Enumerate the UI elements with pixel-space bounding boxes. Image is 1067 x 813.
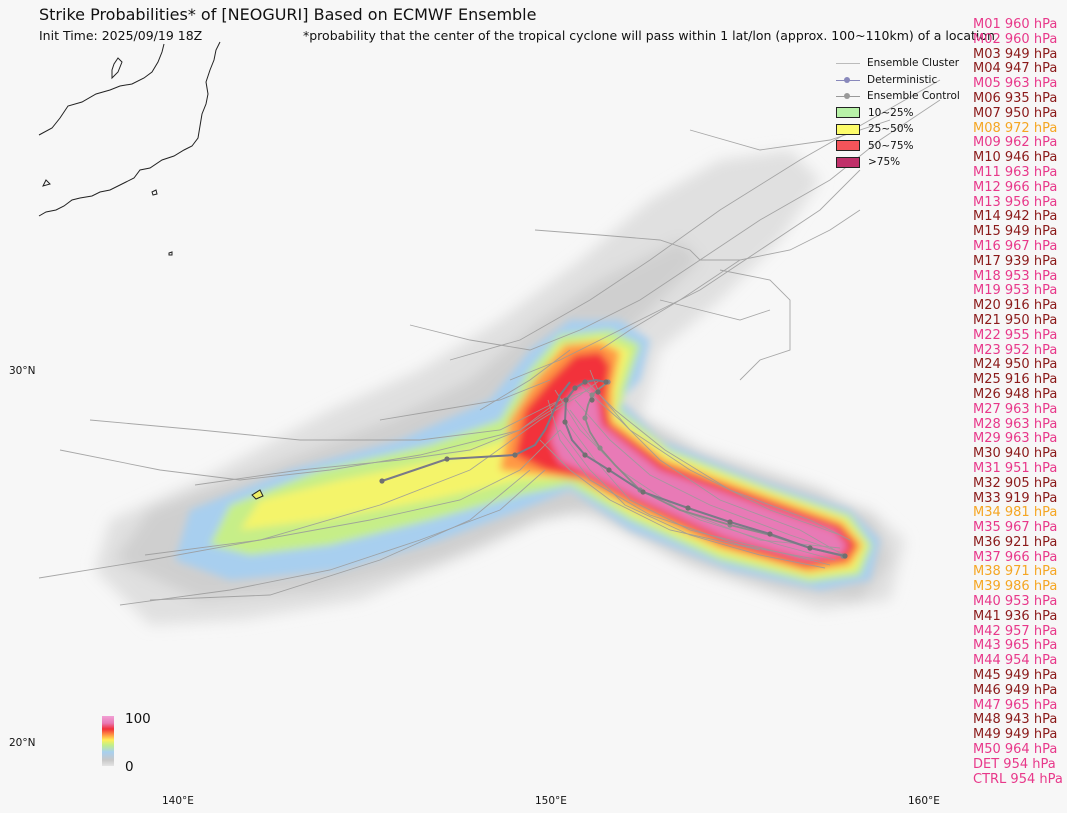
member-pressure-item: M38 971 hPa <box>973 564 1058 580</box>
legend-item: Deterministic <box>836 72 966 89</box>
member-pressure-item: M40 953 hPa <box>973 594 1058 610</box>
member-pressure-item: M19 953 hPa <box>973 283 1058 299</box>
member-pressure-item: M20 916 hPa <box>973 298 1058 314</box>
member-pressure-item: M13 956 hPa <box>973 194 1058 210</box>
member-pressure-item: M07 950 hPa <box>973 105 1058 121</box>
legend-item: 50~75% <box>836 138 966 155</box>
legend-symbol <box>836 90 860 102</box>
member-pressure-item: M41 936 hPa <box>973 608 1058 624</box>
legend-symbol <box>836 140 860 152</box>
member-pressure-item: M16 967 hPa <box>973 238 1058 254</box>
member-pressure-item: M48 943 hPa <box>973 712 1058 728</box>
member-pressure-item: M29 963 hPa <box>973 431 1058 447</box>
member-pressure-item: M14 942 hPa <box>973 209 1058 225</box>
member-pressure-item: M23 952 hPa <box>973 342 1058 358</box>
member-pressure-item: M39 986 hPa <box>973 579 1058 595</box>
member-pressure-item: M02 960 hPa <box>973 31 1058 47</box>
member-pressure-item: M32 905 hPa <box>973 475 1058 491</box>
legend-label: Deterministic <box>867 73 938 86</box>
member-pressure-item: M08 972 hPa <box>973 120 1058 136</box>
member-pressure-item: M33 919 hPa <box>973 490 1058 506</box>
member-pressure-item: M43 965 hPa <box>973 638 1058 654</box>
member-pressure-item: M06 935 hPa <box>973 90 1058 106</box>
member-pressure-item: M35 967 hPa <box>973 520 1058 536</box>
probability-colorbar <box>102 716 114 766</box>
member-pressure-item: M34 981 hPa <box>973 505 1058 521</box>
member-pressure-item: M30 940 hPa <box>973 446 1058 462</box>
lat-label-30n: 30°N <box>9 365 36 377</box>
member-pressure-item: M01 960 hPa <box>973 17 1058 32</box>
init-time: Init Time: 2025/09/19 18Z <box>39 28 203 43</box>
legend-item: 25~50% <box>836 121 966 138</box>
legend-label: 10~25% <box>868 106 914 119</box>
legend-symbol <box>836 74 860 86</box>
legend-item: Ensemble Cluster <box>836 55 966 72</box>
member-pressure-item: M37 966 hPa <box>973 549 1058 565</box>
lon-label-150e: 150°E <box>535 795 567 807</box>
member-pressure-item: M44 954 hPa <box>973 653 1058 669</box>
member-pressure-item: M49 949 hPa <box>973 727 1058 743</box>
legend-item: 10~25% <box>836 105 966 122</box>
legend-symbol <box>836 156 860 168</box>
lon-label-140e: 140°E <box>162 795 194 807</box>
member-pressure-item: M47 965 hPa <box>973 697 1058 713</box>
member-pressure-item: M17 939 hPa <box>973 253 1058 269</box>
legend-label: Ensemble Cluster <box>867 57 960 70</box>
legend-label: 50~75% <box>868 139 914 152</box>
legend-item: Ensemble Control <box>836 88 966 105</box>
member-pressure-item: M09 962 hPa <box>973 135 1058 151</box>
lat-label-20n: 20°N <box>9 737 36 749</box>
member-pressure-item: CTRL 954 hPa <box>973 771 1063 787</box>
member-pressure-item: M46 949 hPa <box>973 682 1058 698</box>
legend-symbol <box>836 123 860 135</box>
member-pressure-item: M15 949 hPa <box>973 224 1058 240</box>
member-pressure-item: M18 953 hPa <box>973 268 1058 284</box>
colorbar-max-label: 100 <box>125 711 151 727</box>
member-pressure-item: M28 963 hPa <box>973 416 1058 432</box>
legend-symbol <box>836 57 860 69</box>
legend-label: 25~50% <box>868 123 914 136</box>
member-pressure-item: M11 963 hPa <box>973 164 1058 180</box>
member-pressure-item: M22 955 hPa <box>973 327 1058 343</box>
member-pressure-list: M01 960 hPa M02 960 hPa M03 949 hPa M04 947… <box>973 17 1067 787</box>
member-pressure-item: M05 963 hPa <box>973 76 1058 92</box>
member-pressure-item: M21 950 hPa <box>973 312 1058 328</box>
member-pressure-item: M36 921 hPa <box>973 534 1058 550</box>
member-pressure-item: M26 948 hPa <box>973 386 1058 402</box>
legend-label: >75% <box>868 156 901 169</box>
chart-title: Strike Probabilities* of [NEOGURI] Based… <box>39 5 537 24</box>
member-pressure-item: M45 949 hPa <box>973 668 1058 684</box>
member-pressure-item: DET 954 hPa <box>973 756 1056 772</box>
member-pressure-item: M50 964 hPa <box>973 742 1058 758</box>
legend-label: Ensemble Control <box>867 90 960 103</box>
member-pressure-item: M31 951 hPa <box>973 460 1058 476</box>
member-pressure-item: M25 916 hPa <box>973 372 1058 388</box>
member-pressure-item: M03 949 hPa <box>973 46 1058 62</box>
member-pressure-item: M27 963 hPa <box>973 401 1058 417</box>
legend-symbol <box>836 107 860 119</box>
member-pressure-item: M04 947 hPa <box>973 61 1058 77</box>
member-pressure-item: M24 950 hPa <box>973 357 1058 373</box>
member-pressure-item: M12 966 hPa <box>973 179 1058 195</box>
member-pressure-item: M42 957 hPa <box>973 623 1058 639</box>
member-pressure-item: M10 946 hPa <box>973 150 1058 166</box>
colorbar-min-label: 0 <box>125 759 134 775</box>
lon-label-160e: 160°E <box>908 795 940 807</box>
deterministic-track <box>379 378 848 559</box>
coastline-japan <box>38 41 221 256</box>
probability-footnote: *probability that the center of the trop… <box>303 28 995 43</box>
legend-item: >75% <box>836 154 966 171</box>
map-legend: Ensemble Cluster Deterministic Ensemble Co… <box>836 55 966 171</box>
